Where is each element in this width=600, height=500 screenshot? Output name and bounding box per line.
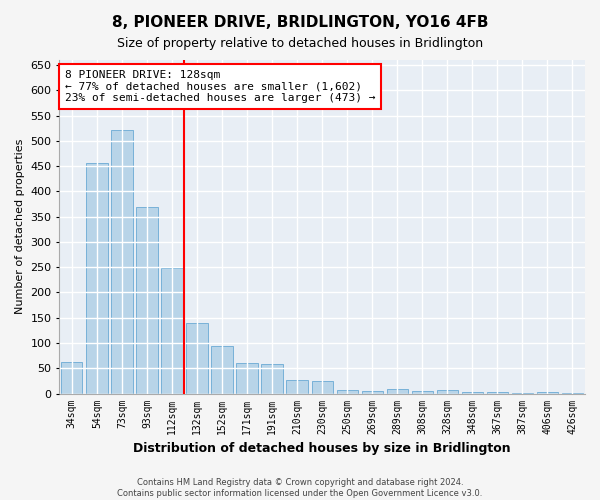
Bar <box>437 390 458 394</box>
Bar <box>537 392 558 394</box>
Bar <box>337 390 358 394</box>
Bar <box>211 346 233 394</box>
Bar <box>161 268 182 394</box>
Bar <box>86 162 107 394</box>
Bar <box>311 381 333 394</box>
Bar <box>386 388 408 394</box>
Bar <box>512 392 533 394</box>
Bar <box>262 364 283 394</box>
Text: 8, PIONEER DRIVE, BRIDLINGTON, YO16 4FB: 8, PIONEER DRIVE, BRIDLINGTON, YO16 4FB <box>112 15 488 30</box>
Y-axis label: Number of detached properties: Number of detached properties <box>15 139 25 314</box>
Bar <box>286 380 308 394</box>
Text: Contains HM Land Registry data © Crown copyright and database right 2024.
Contai: Contains HM Land Registry data © Crown c… <box>118 478 482 498</box>
Bar <box>462 392 483 394</box>
Bar <box>236 362 258 394</box>
Bar <box>412 390 433 394</box>
Bar <box>111 130 133 394</box>
Bar <box>562 392 583 394</box>
Text: 8 PIONEER DRIVE: 128sqm
← 77% of detached houses are smaller (1,602)
23% of semi: 8 PIONEER DRIVE: 128sqm ← 77% of detache… <box>65 70 375 103</box>
Bar <box>187 324 208 394</box>
Bar <box>487 392 508 394</box>
Bar <box>362 391 383 394</box>
X-axis label: Distribution of detached houses by size in Bridlington: Distribution of detached houses by size … <box>133 442 511 455</box>
Bar <box>61 362 82 394</box>
Bar <box>136 206 158 394</box>
Text: Size of property relative to detached houses in Bridlington: Size of property relative to detached ho… <box>117 38 483 51</box>
